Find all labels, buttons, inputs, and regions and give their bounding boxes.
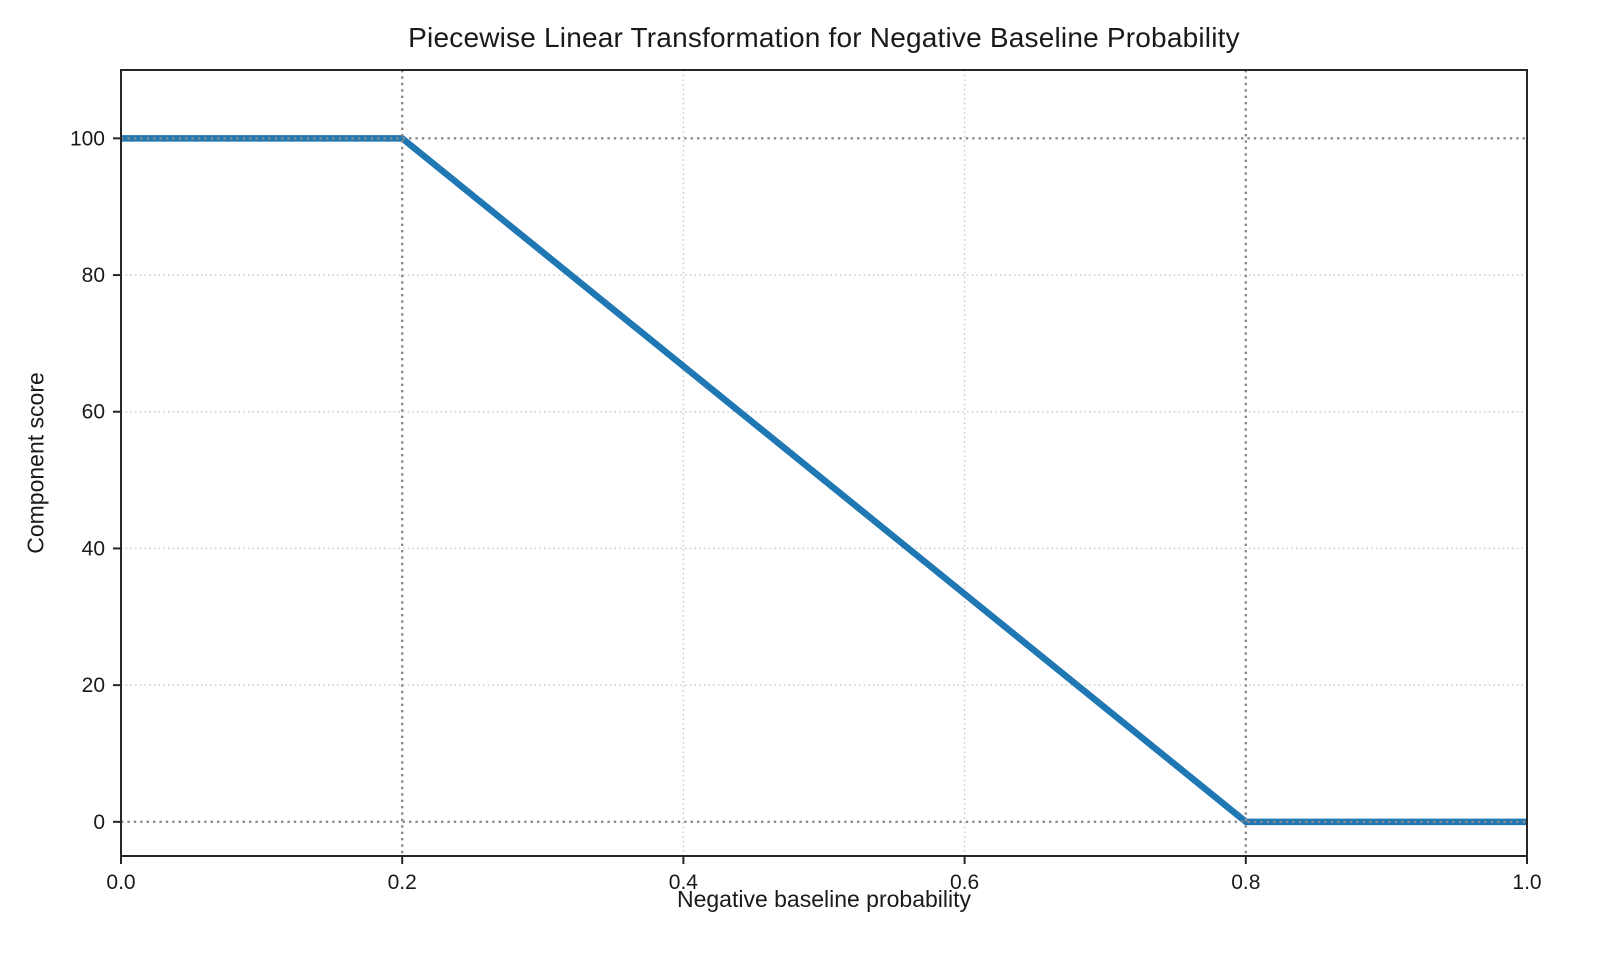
x-tick-label: 0.4: [669, 871, 699, 894]
y-tick-label: 80: [82, 264, 105, 287]
x-tick-label: 0.0: [106, 871, 135, 894]
component-score-line: [121, 135, 1527, 826]
x-tick-label: 0.8: [1231, 871, 1260, 894]
chart-title: Piecewise Linear Transformation for Nega…: [408, 22, 1240, 53]
y-tick-label: 0: [93, 811, 105, 834]
axes-spines: [120, 69, 1528, 857]
y-tick-label: 60: [82, 401, 105, 424]
x-axis-label: Negative baseline probability: [676, 886, 972, 912]
x-tick-label: 1.0: [1512, 871, 1541, 894]
x-tick-label: 0.2: [388, 871, 417, 894]
y-tick-label: 20: [82, 674, 105, 697]
y-tick-label: 100: [70, 127, 105, 150]
y-tick-label: 40: [82, 537, 105, 560]
x-tick-label: 0.6: [950, 871, 979, 894]
